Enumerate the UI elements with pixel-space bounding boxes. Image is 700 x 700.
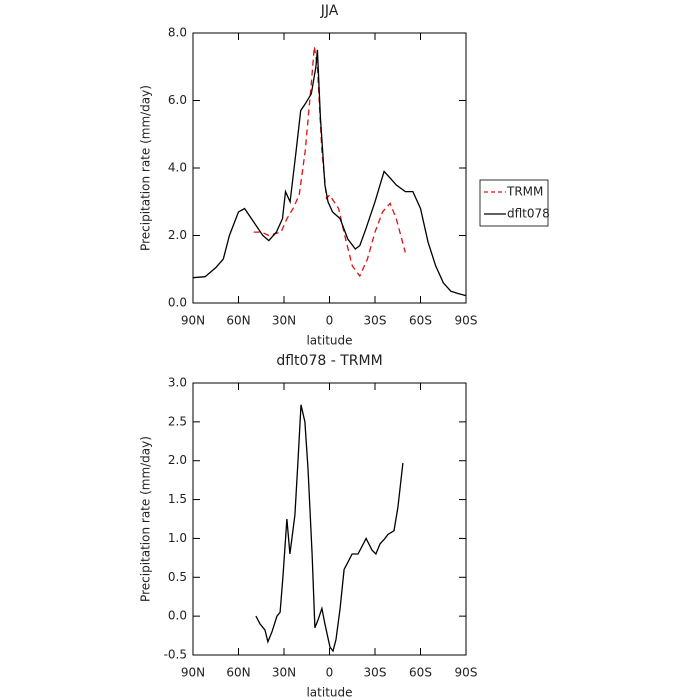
x-tick-label: 0 bbox=[326, 666, 334, 680]
legend-label: TRMM bbox=[506, 185, 543, 199]
y-tick-label: 0.0 bbox=[168, 609, 187, 623]
y-tick-label: 1.0 bbox=[168, 531, 187, 545]
x-tick-label: 30S bbox=[364, 314, 387, 328]
x-tick-label: 90N bbox=[181, 314, 205, 328]
legend-box bbox=[479, 179, 549, 227]
x-tick-label: 30N bbox=[272, 314, 296, 328]
y-tick-label: 4.0 bbox=[168, 161, 187, 175]
data-line bbox=[255, 404, 404, 653]
y-axis-label: Precipitation rate (mm/day) bbox=[139, 85, 153, 251]
panel-title: dflt078 - TRMM bbox=[276, 353, 382, 369]
legend-label: dflt078 bbox=[507, 207, 550, 221]
y-tick-label: -0.5 bbox=[164, 648, 187, 662]
plot-frame bbox=[192, 382, 467, 656]
panel-title: JJA bbox=[320, 3, 339, 19]
x-tick-label: 90S bbox=[455, 666, 478, 680]
y-tick-label: 8.0 bbox=[168, 26, 187, 40]
y-tick-label: 2.0 bbox=[168, 228, 187, 242]
plot-frame bbox=[192, 32, 467, 304]
x-axis-label: latitude bbox=[306, 686, 352, 700]
data-line bbox=[192, 49, 467, 297]
y-tick-label: 2.5 bbox=[168, 414, 187, 428]
y-tick-label: 1.5 bbox=[168, 492, 187, 506]
x-tick-label: 0 bbox=[326, 314, 334, 328]
x-tick-label: 60S bbox=[409, 314, 432, 328]
x-tick-label: 60N bbox=[226, 314, 250, 328]
x-tick-label: 30N bbox=[272, 666, 296, 680]
x-tick-label: 90N bbox=[181, 666, 205, 680]
y-tick-label: 3.0 bbox=[168, 376, 187, 390]
y-tick-label: 0.0 bbox=[168, 296, 187, 310]
x-tick-label: 90S bbox=[455, 314, 478, 328]
x-axis-label: latitude bbox=[306, 334, 352, 348]
y-tick-label: 0.5 bbox=[168, 570, 187, 584]
x-tick-label: 30S bbox=[364, 666, 387, 680]
data-line bbox=[253, 46, 406, 278]
y-axis-label: Precipitation rate (mm/day) bbox=[139, 436, 153, 602]
x-tick-label: 60N bbox=[226, 666, 250, 680]
x-tick-label: 60S bbox=[409, 666, 432, 680]
y-tick-label: 6.0 bbox=[168, 93, 187, 107]
y-tick-label: 2.0 bbox=[168, 453, 187, 467]
